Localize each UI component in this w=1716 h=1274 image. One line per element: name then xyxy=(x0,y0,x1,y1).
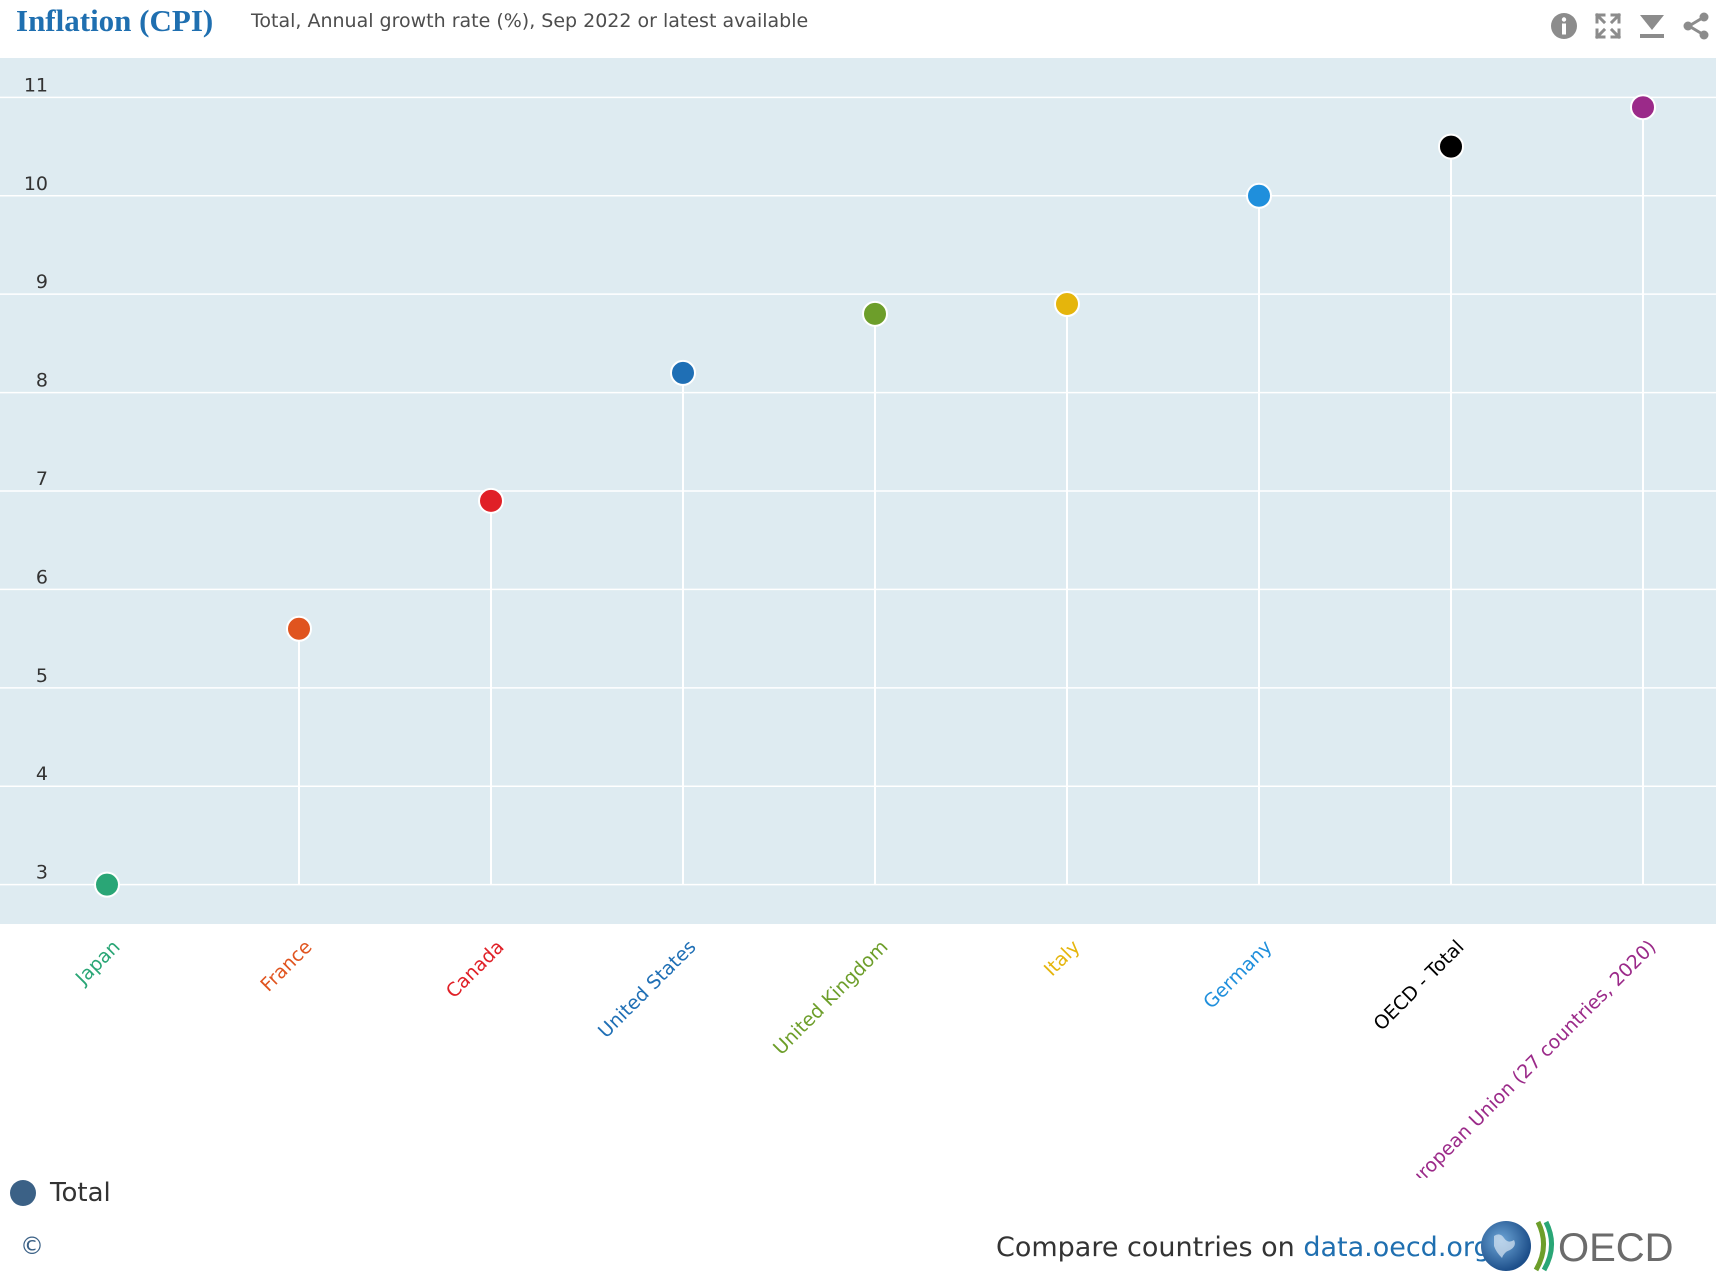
fullscreen-icon xyxy=(1594,12,1622,40)
y-tick-label: 5 xyxy=(36,665,48,687)
y-tick-label: 8 xyxy=(36,370,48,392)
x-tick-label: Canada xyxy=(442,936,509,1003)
data-point[interactable] xyxy=(670,359,696,386)
data-point[interactable] xyxy=(478,487,504,514)
y-tick-label: 10 xyxy=(24,173,48,195)
legend-swatch xyxy=(10,1180,36,1206)
y-tick-label: 9 xyxy=(36,271,48,293)
chart-header: Inflation (CPI) Total, Annual growth rat… xyxy=(0,0,1716,58)
stems xyxy=(298,107,1644,885)
info-button[interactable] xyxy=(1548,8,1580,44)
fullscreen-button[interactable] xyxy=(1592,8,1624,44)
data-point[interactable] xyxy=(1246,182,1272,209)
x-tick-label: France xyxy=(256,936,316,996)
y-tick-label: 6 xyxy=(36,566,48,588)
footer-compare-text: Compare countries on xyxy=(996,1232,1304,1263)
y-tick-label: 3 xyxy=(36,862,48,884)
chart-title: Inflation (CPI) xyxy=(16,3,214,38)
data-point[interactable] xyxy=(94,871,120,898)
x-axis-labels: Japan France Canada United States United Kin… xyxy=(71,936,1661,1178)
data-oecd-link[interactable]: data.oecd.org xyxy=(1303,1232,1491,1263)
x-tick-label: United States xyxy=(594,936,701,1043)
y-tick-label: 7 xyxy=(36,468,48,490)
x-tick-label: OECD - Total xyxy=(1369,936,1468,1035)
data-point[interactable] xyxy=(1438,133,1464,160)
share-icon xyxy=(1683,12,1709,40)
gridlines xyxy=(0,96,1716,886)
oecd-logo[interactable]: OECD xyxy=(1480,1218,1692,1274)
y-tick-label: 11 xyxy=(24,74,48,96)
chart-toolbar xyxy=(1548,8,1712,44)
download-icon xyxy=(1640,15,1664,38)
oecd-logo-text: OECD xyxy=(1558,1226,1674,1270)
chart-legend[interactable]: Total xyxy=(10,1178,111,1208)
x-tick-label: Italy xyxy=(1040,936,1085,981)
copyright-link[interactable]: © xyxy=(20,1232,44,1260)
lollipop-chart: 3 4 5 6 7 8 9 10 11 Japan France Canada United Stat… xyxy=(0,58,1716,1178)
x-tick-label: Japan xyxy=(71,936,125,990)
data-points xyxy=(94,94,1656,898)
data-point[interactable] xyxy=(1054,291,1080,318)
x-tick-label: Germany xyxy=(1199,936,1276,1013)
data-point[interactable] xyxy=(286,615,312,642)
x-tick-label: United Kingdom xyxy=(769,936,892,1059)
chart-subtitle: Total, Annual growth rate (%), Sep 2022 … xyxy=(251,10,809,32)
y-axis-ticks: 3 4 5 6 7 8 9 10 11 xyxy=(24,74,48,883)
info-icon xyxy=(1551,13,1577,39)
download-button[interactable] xyxy=(1636,8,1668,44)
legend-label: Total xyxy=(50,1178,111,1208)
data-point[interactable] xyxy=(862,300,888,327)
y-tick-label: 4 xyxy=(36,763,48,785)
footer-compare: Compare countries on data.oecd.org xyxy=(996,1232,1491,1263)
data-point[interactable] xyxy=(1630,94,1656,121)
share-button[interactable] xyxy=(1680,8,1712,44)
